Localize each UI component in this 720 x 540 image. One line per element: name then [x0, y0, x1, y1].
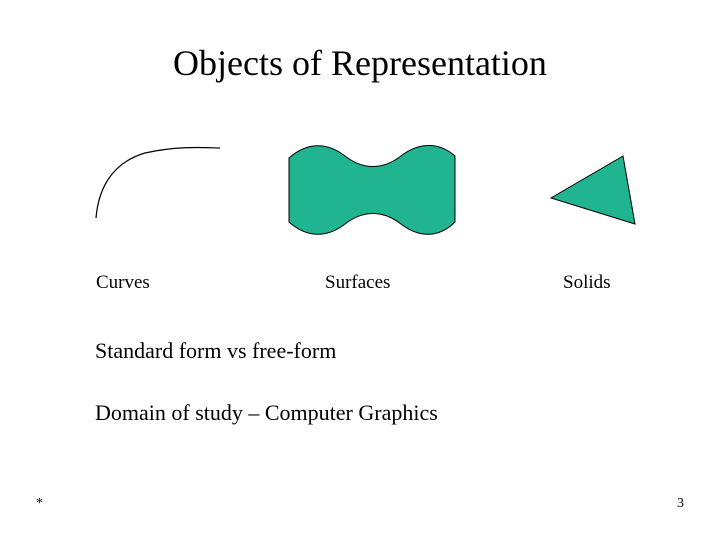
label-solids: Solids: [563, 272, 611, 294]
page-number: 3: [677, 496, 684, 512]
label-surfaces: Surfaces: [325, 272, 390, 294]
solid-icon: [545, 150, 645, 232]
solid-figure: [545, 150, 645, 237]
labels-row: Curves Surfaces Solids: [0, 272, 720, 302]
footer-left: *: [36, 496, 43, 512]
surface-path: [289, 146, 455, 235]
body-line-1: Standard form vs free-form: [95, 338, 336, 364]
curve-path: [96, 147, 220, 218]
figures-row: [90, 140, 650, 250]
surface-icon: [285, 140, 461, 240]
body-line-2: Domain of study – Computer Graphics: [95, 400, 438, 426]
surface-figure: [285, 140, 461, 245]
page-title: Objects of Representation: [0, 42, 720, 84]
slide: Objects of Representation Curves Surface…: [0, 0, 720, 540]
label-curves: Curves: [96, 272, 150, 294]
curve-icon: [90, 144, 230, 234]
solid-path: [551, 156, 635, 224]
curve-figure: [90, 144, 230, 239]
footer: * 3: [36, 496, 684, 516]
